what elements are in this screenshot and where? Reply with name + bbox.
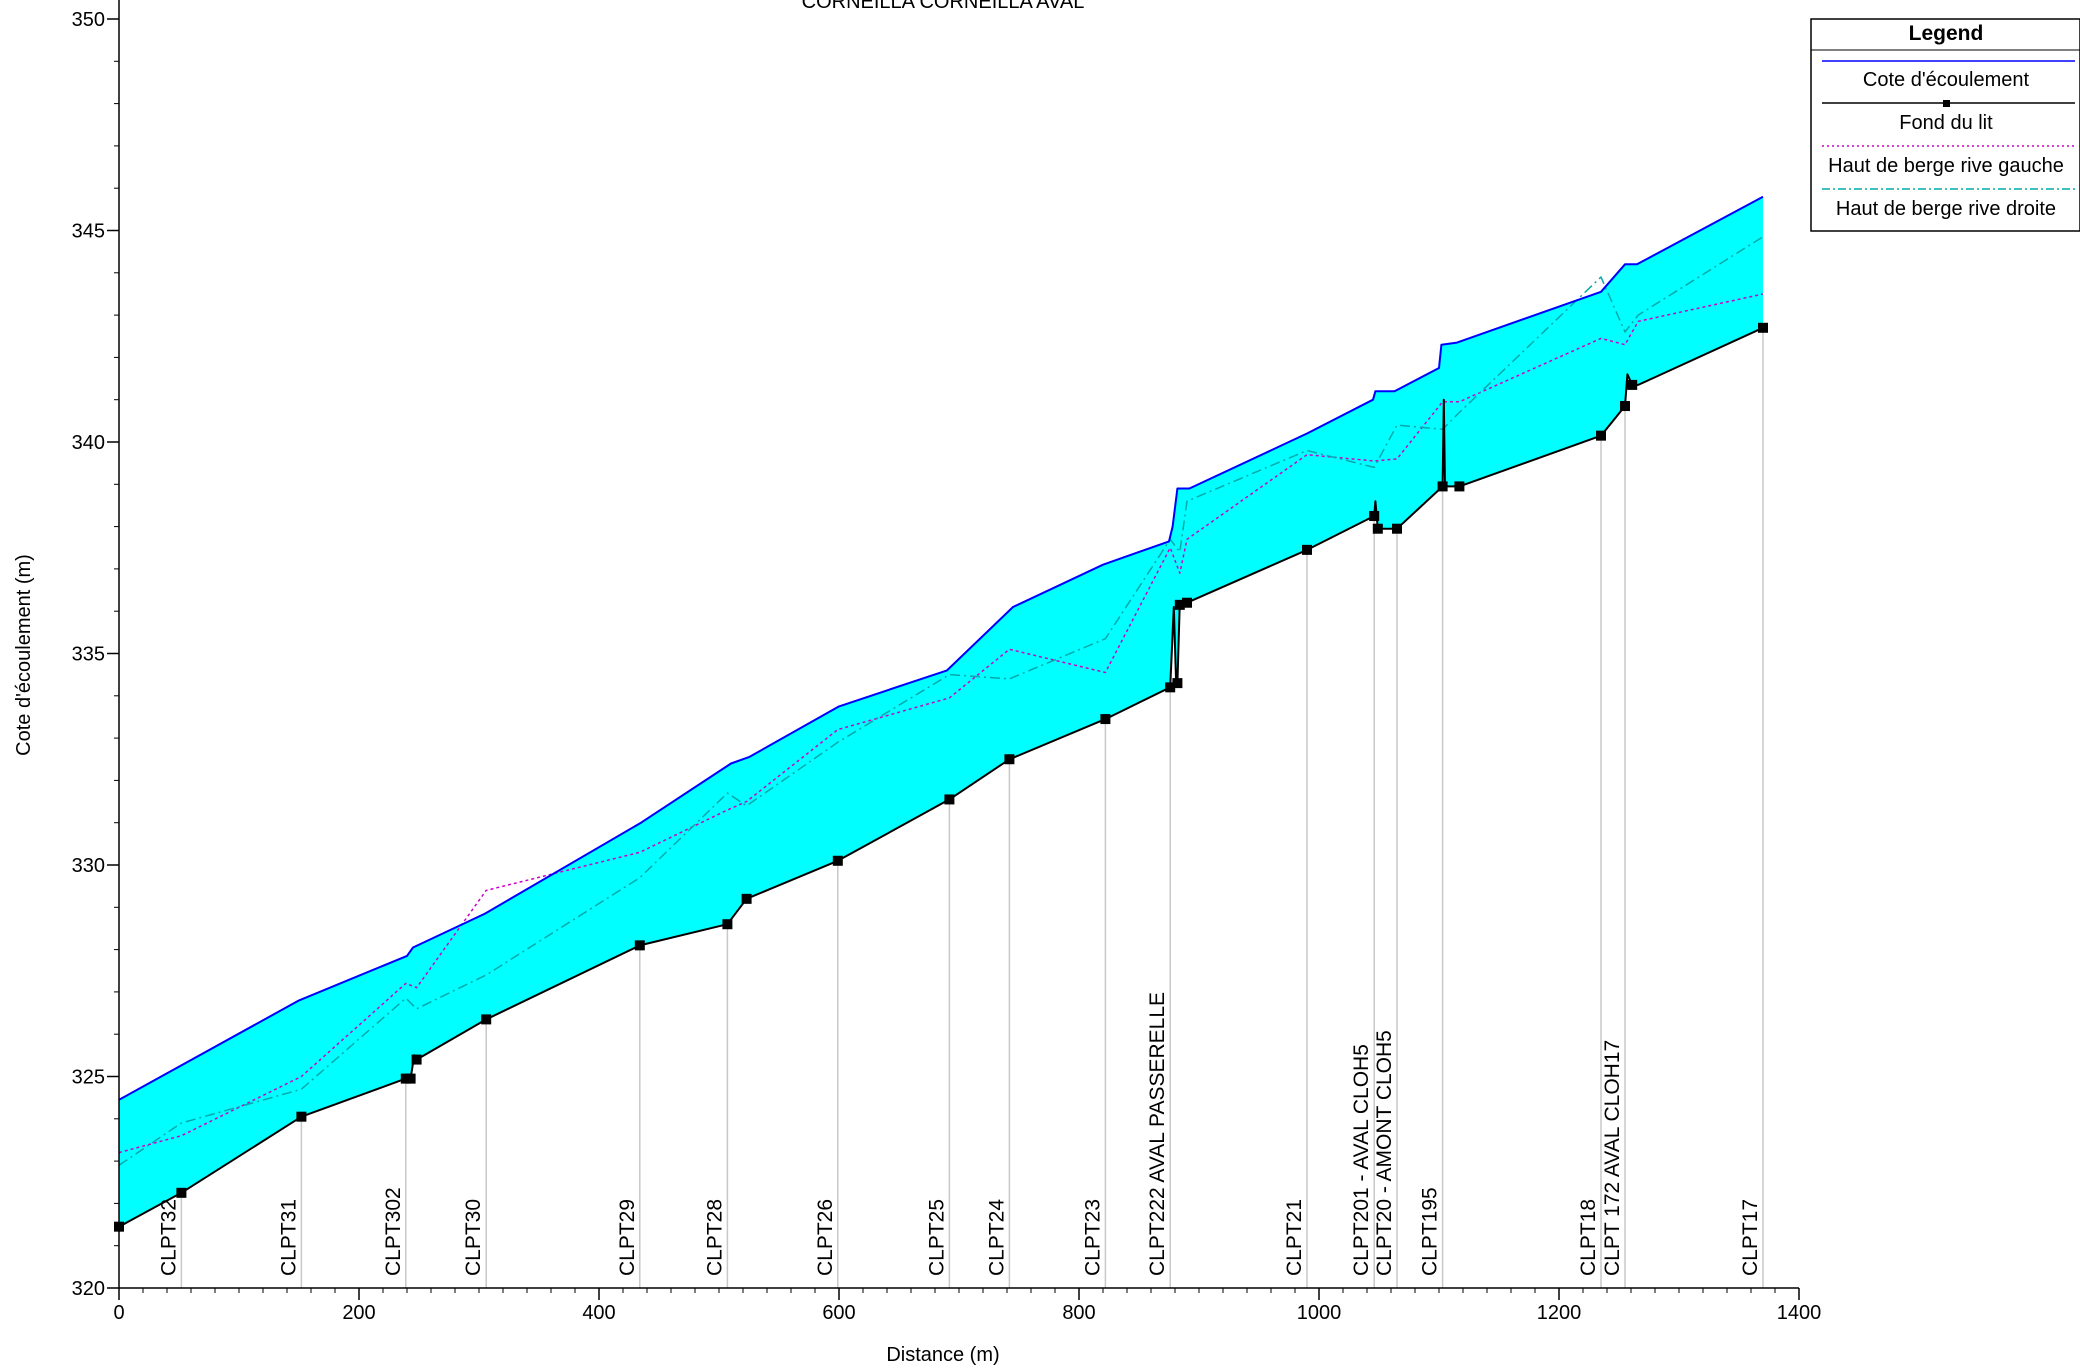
bed-marker-22	[1437, 481, 1448, 492]
x-tick-label-3: 600	[822, 1302, 855, 1324]
bed-marker-11	[944, 794, 955, 805]
section-label-11: CLPT21	[1283, 1199, 1306, 1276]
bed-marker-19	[1369, 511, 1380, 522]
bed-marker-17	[1182, 597, 1192, 608]
legend-box	[1810, 18, 2080, 232]
y-tick-label-0: 320	[72, 1278, 105, 1300]
bed-marker-13	[1100, 714, 1111, 725]
legend-label-droite: Haut de berge rive droite	[1836, 198, 2056, 220]
bed-marker-6	[481, 1014, 492, 1025]
legend-label-gauche: Haut de berge rive gauche	[1828, 155, 2064, 177]
water-fill-area	[119, 196, 1763, 1227]
section-label-4: CLPT29	[616, 1199, 639, 1276]
section-label-6: CLPT26	[814, 1199, 837, 1276]
bed-marker-25	[1620, 401, 1630, 412]
section-label-13: CLPT20 - AMONT CLOH5	[1373, 1030, 1396, 1276]
section-label-9: CLPT23	[1081, 1199, 1104, 1276]
bed-marker-1	[176, 1187, 187, 1198]
bed-marker-15	[1172, 678, 1183, 689]
bed-marker-2	[296, 1111, 307, 1122]
y-tick-label-2: 330	[72, 855, 105, 877]
section-label-7: CLPT25	[925, 1199, 948, 1276]
x-tick-label-0: 0	[113, 1302, 124, 1324]
bed-marker-24	[1596, 430, 1606, 441]
x-tick-label-2: 400	[582, 1302, 615, 1324]
water-area	[119, 196, 1763, 1227]
y-tick-label-3: 335	[72, 644, 105, 666]
bed-marker-16	[1174, 599, 1185, 610]
bed-marker-8	[722, 919, 733, 930]
section-label-0: CLPT32	[157, 1199, 180, 1276]
section-label-1: CLPT31	[277, 1199, 300, 1276]
section-label-16: CLPT 172 AVAL CLOH17	[1601, 1040, 1624, 1276]
legend-label-cote: Cote d'écoulement	[1863, 69, 2030, 91]
bed-marker-12	[1004, 754, 1015, 765]
bed-marker-21	[1392, 523, 1402, 534]
x-tick-label-4: 800	[1062, 1302, 1095, 1324]
x-axis-title: Distance (m)	[886, 1344, 999, 1366]
x-tick-label-1: 200	[342, 1302, 375, 1324]
y-tick-label-4: 340	[72, 432, 105, 454]
bed-marker-9	[741, 893, 752, 904]
x-tick-label-7: 1400	[1777, 1302, 1822, 1324]
y-tick-label-5: 345	[72, 221, 105, 243]
y-tick-label-1: 325	[72, 1067, 105, 1089]
x-tick-label-6: 1200	[1537, 1302, 1582, 1324]
bed-marker-4	[405, 1073, 416, 1084]
bed-marker-10	[832, 855, 843, 866]
section-label-12: CLPT201 - AVAL CLOH5	[1350, 1044, 1373, 1276]
section-label-10: CLPT222 AVAL PASSERELLE	[1146, 992, 1169, 1276]
section-labels: CLPT32 CLPT31 CLPT302 CLPT30 CLPT29 CLPT28 CLP…	[157, 992, 1762, 1276]
bed-marker-20	[1372, 523, 1383, 534]
x-tick-label-5: 1000	[1297, 1302, 1342, 1324]
legend-title: Legend	[1909, 22, 1984, 45]
legend-marker-fond	[1943, 100, 1950, 107]
y-axis-title: Cote d'écoulement (m)	[13, 554, 35, 756]
section-label-2: CLPT302	[382, 1187, 405, 1276]
bed-marker-5	[411, 1054, 422, 1065]
legend-label-fond: Fond du lit	[1899, 112, 1993, 134]
y-tick-label-6: 350	[72, 9, 105, 31]
legend: Legend Cote d'écoulement Fond du lit Hau…	[1810, 18, 2080, 232]
section-label-14: CLPT195	[1419, 1187, 1442, 1276]
axes: CORNEILLA CORNEILLA AVAL Distance (m) Co…	[13, 0, 1821, 1366]
chart-title: CORNEILLA CORNEILLA AVAL	[802, 0, 1085, 13]
bed-marker-14	[1165, 682, 1176, 693]
bed-marker-23	[1454, 481, 1465, 492]
series-line-0	[118, 195, 1764, 1101]
bed-marker-27	[1758, 322, 1768, 333]
bed-marker-18	[1302, 544, 1312, 555]
section-label-8: CLPT24	[985, 1199, 1008, 1276]
section-label-5: CLPT28	[703, 1199, 726, 1276]
section-label-3: CLPT30	[462, 1199, 485, 1276]
series-line-3	[118, 236, 1764, 1166]
bed-marker-26	[1627, 379, 1638, 390]
bed-marker-7	[634, 940, 645, 951]
section-lines	[180, 327, 1764, 1288]
section-label-17: CLPT17	[1739, 1199, 1762, 1276]
section-label-15: CLPT18	[1577, 1199, 1600, 1276]
series-line-2	[118, 293, 1764, 1154]
